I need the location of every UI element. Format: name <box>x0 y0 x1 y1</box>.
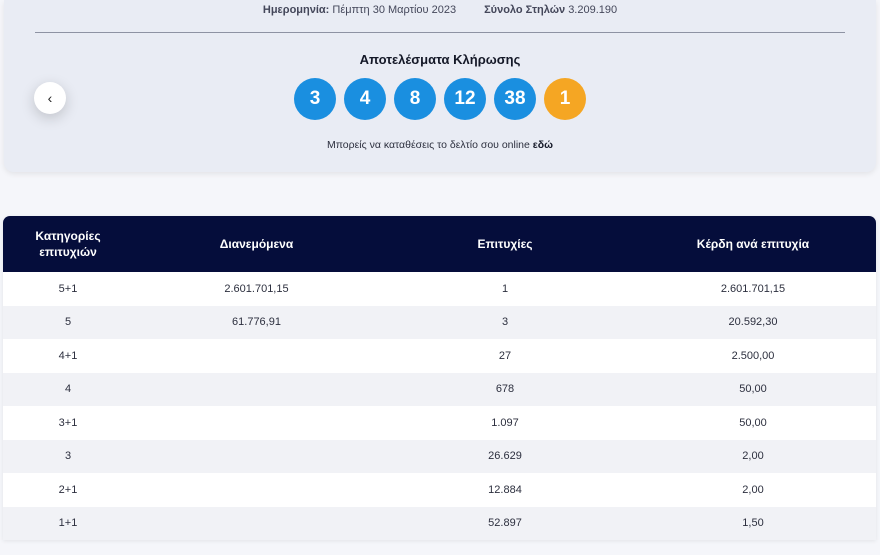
prize-table: Κατηγορίες επιτυχιών Διανεμόμενα Επιτυχί… <box>3 216 876 540</box>
category-cell: 1+1 <box>58 517 78 530</box>
online-note-text: Μπορείς να καταθέσεις το δελτίο σου onli… <box>326 139 530 151</box>
number-ball: 8 <box>394 78 436 120</box>
total-columns-value: 3.209.190 <box>568 4 618 16</box>
category-cell: 2+1 <box>58 483 78 496</box>
table-row: 5+1 2.601.701,15 1 2.601.701,15 <box>3 272 876 306</box>
winners-cell: 678 <box>495 383 515 396</box>
category-cell: 4 <box>64 383 72 396</box>
table-row: 4+1 27 2.500,00 <box>3 339 876 373</box>
table-header-row: Κατηγορίες επιτυχιών Διανεμόμενα Επιτυχί… <box>3 216 876 272</box>
draw-results-card: Ημερομηνία: Πέμπτη 30 Μαρτίου 2023 Σύνολ… <box>4 0 876 172</box>
table-row: 2+1 12.884 2,00 <box>3 473 876 507</box>
distributed-cell <box>133 373 380 407</box>
winning-numbers: 3 4 8 12 38 1 <box>4 78 876 120</box>
column-header-prize-per-winner: Κέρδη ανά επιτυχία <box>696 237 810 251</box>
table-row: 3+1 1.097 50,00 <box>3 406 876 440</box>
prize-cell: 2.500,00 <box>731 349 775 362</box>
previous-draw-button[interactable]: ‹ <box>34 82 66 114</box>
distributed-cell <box>133 507 380 541</box>
number-ball: 12 <box>444 78 486 120</box>
winners-cell: 26.629 <box>488 450 522 463</box>
category-cell: 3+1 <box>58 416 78 429</box>
prize-cell: 50,00 <box>739 416 767 429</box>
draw-results-title: Αποτελέσματα Κλήρωσης <box>359 52 521 67</box>
total-columns: Σύνολο Στηλών 3.209.190 <box>484 4 617 20</box>
draw-date-label: Ημερομηνία: <box>262 4 330 16</box>
category-cell: 4+1 <box>58 349 78 362</box>
winners-cell: 1 <box>501 282 509 295</box>
column-header-winners: Επιτυχίες <box>477 237 533 251</box>
winners-cell: 27 <box>498 349 512 362</box>
total-columns-label: Σύνολο Στηλών <box>484 4 566 16</box>
number-ball: 38 <box>494 78 536 120</box>
online-note: Μπορείς να καταθέσεις το δελτίο σου onli… <box>4 139 876 151</box>
column-header-distributed: Διανεμόμενα <box>219 237 294 251</box>
winners-cell: 3 <box>501 316 509 329</box>
online-link[interactable]: εδώ <box>532 139 554 151</box>
draw-date-value: Πέμπτη 30 Μαρτίου 2023 <box>332 4 457 16</box>
distributed-cell <box>133 339 380 373</box>
table-row: 5 61.776,91 3 20.592,30 <box>3 305 876 339</box>
category-cell: 3 <box>64 450 72 463</box>
divider <box>35 32 845 33</box>
winners-cell: 12.884 <box>488 483 522 496</box>
chevron-left-icon: ‹ <box>47 90 53 106</box>
number-ball: 3 <box>294 78 336 120</box>
draw-date: Ημερομηνία: Πέμπτη 30 Μαρτίου 2023 <box>263 4 456 20</box>
number-ball: 4 <box>344 78 386 120</box>
table-row: 4 678 50,00 <box>3 372 876 407</box>
column-header-category: Κατηγορίες επιτυχιών <box>35 229 101 259</box>
winners-cell: 1.097 <box>491 416 519 429</box>
distributed-cell <box>133 406 380 440</box>
prize-cell: 20.592,30 <box>728 316 778 329</box>
table-row: 1+1 52.897 1,50 <box>3 506 876 541</box>
prize-cell: 1,50 <box>742 517 764 530</box>
prize-cell: 2.601.701,15 <box>720 282 786 295</box>
table-row: 3 26.629 2,00 <box>3 439 876 474</box>
distributed-cell: 2.601.701,15 <box>224 282 289 295</box>
category-cell: 5 <box>64 316 72 329</box>
prize-cell: 2,00 <box>742 483 764 496</box>
prize-cell: 2,00 <box>742 450 764 463</box>
winners-cell: 52.897 <box>488 517 522 530</box>
category-cell: 5+1 <box>58 282 78 295</box>
distributed-cell: 61.776,91 <box>232 316 281 329</box>
prize-cell: 50,00 <box>739 383 767 396</box>
bonus-ball: 1 <box>544 78 586 120</box>
distributed-cell <box>133 473 380 507</box>
draw-meta: Ημερομηνία: Πέμπτη 30 Μαρτίου 2023 Σύνολ… <box>4 4 876 20</box>
distributed-cell <box>133 440 380 474</box>
